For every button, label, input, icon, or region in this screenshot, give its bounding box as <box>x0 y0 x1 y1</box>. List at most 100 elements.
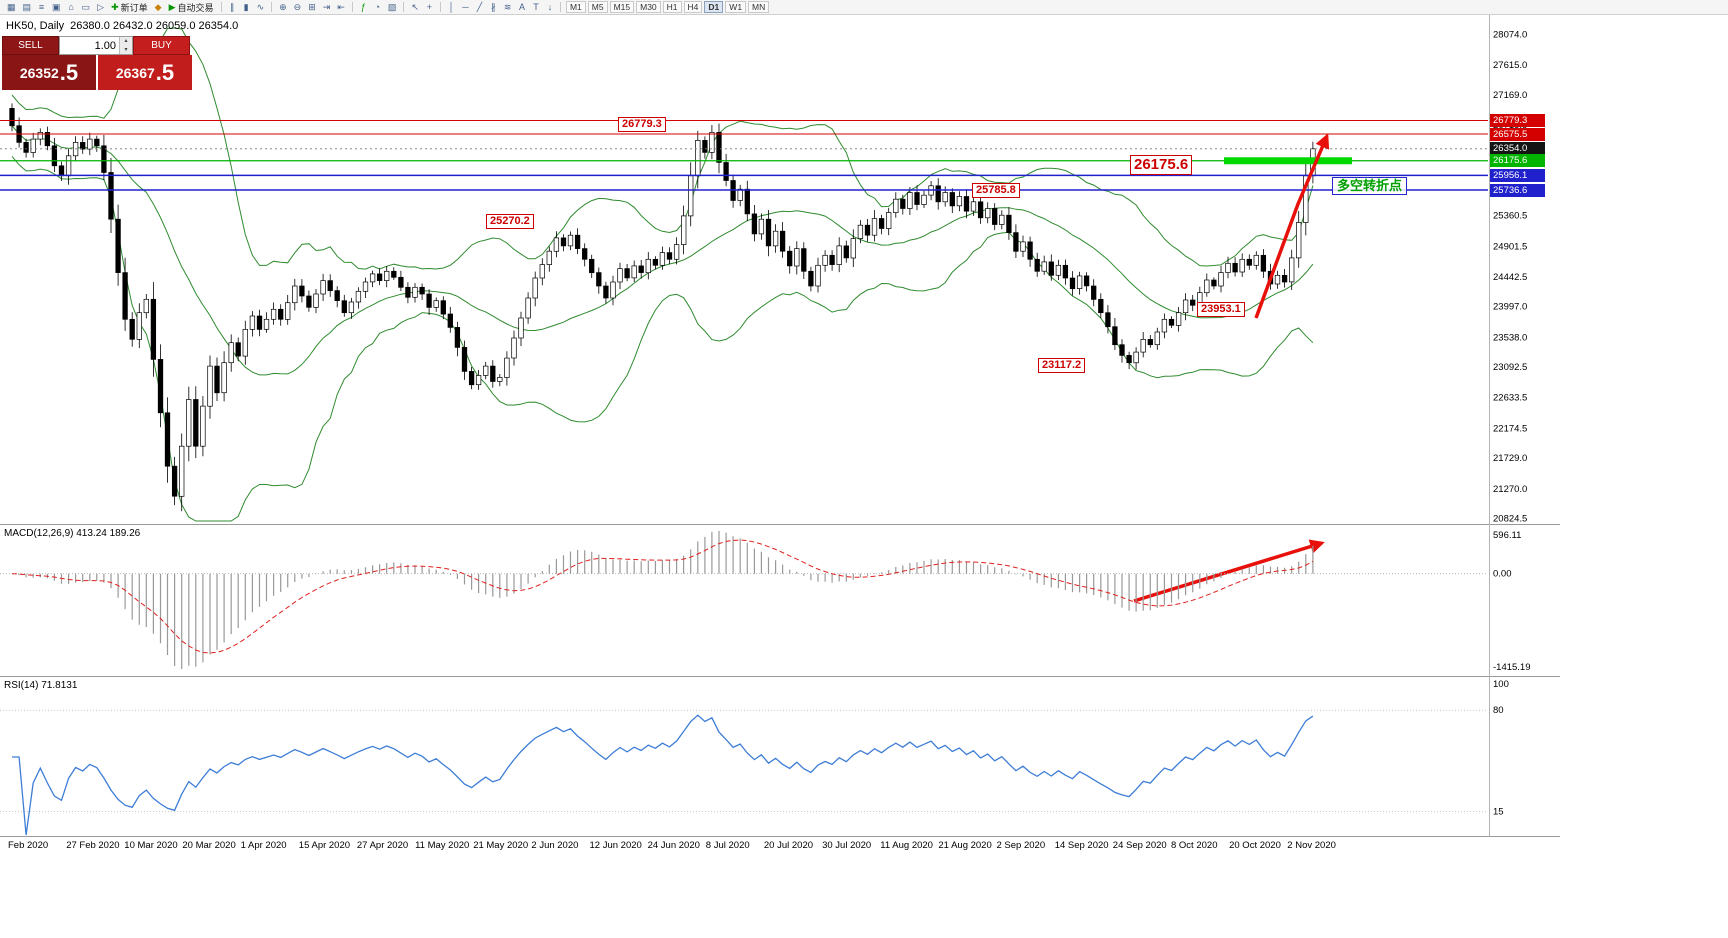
metaeditor-icon: ◆ <box>154 2 162 12</box>
volume-field[interactable]: ▴ ▾ <box>59 36 133 55</box>
macd-signal-line <box>11 539 1314 654</box>
periods-icon[interactable]: ◔ <box>371 1 384 13</box>
timeframe-w1-button[interactable]: W1 <box>725 1 747 13</box>
candle-up <box>369 273 376 283</box>
timeframe-m30-button[interactable]: M30 <box>636 1 661 13</box>
tile-windows-icon[interactable]: ⊞ <box>305 1 319 13</box>
price-level-label[interactable]: 25270.2 <box>486 214 534 229</box>
cursor-icon[interactable]: ↖ <box>408 1 422 13</box>
sell-button[interactable]: SELL <box>2 36 59 55</box>
candle-down <box>94 138 100 147</box>
timeframe-mn-button[interactable]: MN <box>748 1 770 13</box>
candle-down <box>1211 279 1217 287</box>
candle-down <box>327 280 333 291</box>
date-axis-label: 8 Oct 2020 <box>1171 840 1217 851</box>
price-axis-tick: 23538.0 <box>1493 332 1527 343</box>
strategy-tester-icon[interactable]: ▷ <box>94 1 107 13</box>
candle-down <box>935 185 941 203</box>
date-axis-label: 24 Jun 2020 <box>648 840 700 851</box>
text-label-icon[interactable]: T <box>529 1 542 13</box>
metaeditor-icon[interactable]: ◆ <box>152 1 165 13</box>
zoom-in-icon: ⊕ <box>279 2 287 12</box>
chart-shift-icon[interactable]: ⇤ <box>334 1 348 13</box>
macd-axis-max: 596.11 <box>1493 530 1521 541</box>
data-window-icon[interactable]: ▣ <box>49 1 64 13</box>
candle-down <box>235 342 241 357</box>
candle-up <box>1175 312 1182 326</box>
navigator-icon: ⌂ <box>68 2 74 12</box>
text-icon[interactable]: A <box>515 1 528 13</box>
candle-down <box>490 365 496 382</box>
arrows-tool-icon[interactable]: ↓ <box>543 1 556 13</box>
strategy-tester-icon: ▷ <box>97 2 105 12</box>
zoom-in-icon[interactable]: ⊕ <box>276 1 290 13</box>
candle-down <box>1069 277 1076 290</box>
candle-up <box>228 342 234 364</box>
bar-chart-icon[interactable]: ∥ <box>226 1 239 13</box>
timeframe-h4-button[interactable]: H4 <box>683 1 703 13</box>
autotrading-button[interactable]: ▶ 自动交易 <box>166 1 217 13</box>
templates-icon[interactable]: ▧ <box>385 1 400 13</box>
price-level-label[interactable]: 26779.3 <box>618 117 666 132</box>
price-level-label[interactable]: 25785.8 <box>972 183 1020 198</box>
candle-down <box>1098 298 1104 314</box>
macd-axis-zero: 0.00 <box>1493 569 1512 580</box>
candle-down <box>808 270 814 287</box>
sell-price-display[interactable]: 26352.5 <box>2 55 96 90</box>
candle-up <box>483 365 489 376</box>
new-order-button[interactable]: ✚ 新订单 <box>108 1 151 13</box>
indicators-icon[interactable]: ƒ <box>357 1 370 13</box>
axis-price-box: 26175.6 <box>1490 154 1545 168</box>
channel-icon[interactable]: ∦ <box>487 1 500 13</box>
vertical-line-icon[interactable]: │ <box>445 1 458 13</box>
new-chart-icon[interactable]: ▦ <box>4 1 19 13</box>
trendline-icon[interactable]: ╱ <box>473 1 486 13</box>
buy-price-display[interactable]: 26367.5 <box>98 55 192 90</box>
date-axis-label: 20 Mar 2020 <box>182 840 235 851</box>
candle-down <box>843 245 849 259</box>
navigator-icon[interactable]: ⌂ <box>65 1 78 13</box>
volume-input[interactable] <box>60 37 119 54</box>
market-watch-icon[interactable]: ≡ <box>35 1 48 13</box>
trendline-icon: ╱ <box>476 2 483 12</box>
timeframe-m15-button[interactable]: M15 <box>609 1 635 13</box>
candle-up <box>836 245 842 265</box>
candle-up <box>737 188 743 201</box>
zoom-out-icon[interactable]: ⊖ <box>291 1 305 13</box>
main-toolbar: ▦ ▤ ≡ ▣ ⌂ ▭ ▷ ✚ 新订单 ◆ ▶ 自动交易 ∥ ▮ ∿ ⊕ ⊖ ⊞ ⇥ ⇤ ƒ ◔ ▧ ↖ + │ ─ ╱ ∦ ≋ A T ↓ M1… <box>0 0 1728 15</box>
timeframe-d1-button[interactable]: D1 <box>704 1 724 13</box>
candlestick-chart-icon[interactable]: ▮ <box>240 1 253 13</box>
candle-down <box>1027 241 1033 260</box>
line-chart-icon[interactable]: ∿ <box>254 1 268 13</box>
timeframe-m5-button[interactable]: M5 <box>587 1 608 13</box>
auto-scroll-icon[interactable]: ⇥ <box>320 1 334 13</box>
candle-up <box>709 132 715 153</box>
candle-up <box>1161 318 1168 333</box>
candle-down <box>44 132 51 147</box>
candle-up <box>313 293 319 308</box>
horizontal-line-icon[interactable]: ─ <box>459 1 472 13</box>
timeframe-h1-button[interactable]: H1 <box>662 1 682 13</box>
volume-spinner[interactable]: ▴ ▾ <box>119 37 132 54</box>
price-level-label[interactable]: 23953.1 <box>1197 302 1245 317</box>
profiles-icon[interactable]: ▤ <box>20 1 35 13</box>
timeframe-m1-button[interactable]: M1 <box>565 1 586 13</box>
volume-up-icon[interactable]: ▴ <box>120 37 132 46</box>
crosshair-icon[interactable]: + <box>423 1 436 13</box>
candle-up <box>610 281 616 299</box>
toolbar-separator <box>351 2 353 12</box>
annotation-note[interactable]: 多空转折点 <box>1332 177 1408 195</box>
tile-windows-icon: ⊞ <box>308 2 316 12</box>
terminal-icon[interactable]: ▭ <box>79 1 94 13</box>
price-level-label[interactable]: 23117.2 <box>1038 358 1086 373</box>
chart-title: HK50, Daily 26380.0 26432.0 26059.0 26354… <box>6 20 244 32</box>
candle-up <box>511 337 517 359</box>
candle-down <box>1091 285 1097 300</box>
fibonacci-icon[interactable]: ≋ <box>501 1 515 13</box>
price-axis-tick: 24442.5 <box>1493 272 1527 283</box>
date-axis-label: 27 Apr 2020 <box>357 840 408 851</box>
volume-down-icon[interactable]: ▾ <box>120 45 132 54</box>
buy-button[interactable]: BUY <box>133 36 190 55</box>
price-level-label[interactable]: 26175.6 <box>1130 155 1193 175</box>
